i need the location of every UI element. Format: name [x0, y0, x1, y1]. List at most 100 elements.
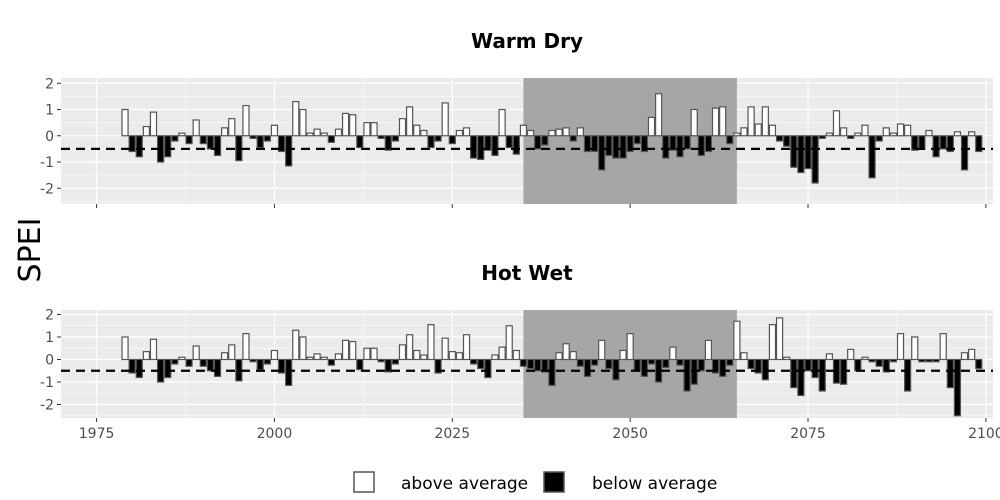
- legend-key-below-average: [543, 471, 565, 493]
- y-tick-label: -1: [40, 155, 54, 171]
- bar-above-average: [669, 346, 677, 361]
- bar-below-average: [256, 358, 264, 371]
- bar-above-average: [555, 128, 563, 137]
- bar-below-average: [797, 135, 805, 174]
- bar-below-average: [811, 358, 819, 379]
- panel-title-hot-wet: Hot Wet: [481, 261, 573, 285]
- bar-below-average: [918, 358, 926, 363]
- bar-below-average: [277, 358, 286, 374]
- y-tick-label: -2: [40, 181, 54, 197]
- bar-above-average: [562, 127, 570, 137]
- bar-above-average: [455, 129, 464, 137]
- bar-above-average: [448, 351, 456, 361]
- bar-above-average: [178, 132, 186, 137]
- bar-above-average: [413, 124, 421, 137]
- bar-below-average: [633, 135, 641, 145]
- bar-below-average: [384, 358, 392, 373]
- bar-above-average: [306, 356, 314, 361]
- bar-above-average: [768, 324, 777, 361]
- bar-below-average: [477, 135, 485, 160]
- bar-below-average: [391, 358, 400, 365]
- bar-below-average: [875, 135, 883, 142]
- bar-above-average: [896, 123, 905, 137]
- bar-below-average: [939, 135, 947, 150]
- bar-above-average: [221, 127, 229, 137]
- bar-below-average: [683, 135, 691, 150]
- bar-below-average: [484, 135, 492, 151]
- bar-below-average: [128, 135, 136, 153]
- bar-below-average: [854, 358, 862, 372]
- bar-below-average: [135, 358, 143, 379]
- bar-above-average: [825, 132, 833, 137]
- bar-above-average: [341, 339, 350, 361]
- bar-below-average: [932, 358, 940, 363]
- bar-above-average: [242, 333, 250, 361]
- bar-above-average: [178, 356, 186, 361]
- bar-below-average: [676, 358, 684, 366]
- bar-above-average: [839, 127, 848, 137]
- bar-below-average: [875, 358, 883, 367]
- bar-above-average: [562, 343, 570, 361]
- bar-above-average: [654, 93, 663, 137]
- bar-above-average: [968, 348, 976, 361]
- bar-below-average: [932, 135, 940, 158]
- bar-above-average: [825, 353, 833, 361]
- bar-below-average: [235, 135, 243, 162]
- bar-above-average: [420, 129, 428, 137]
- bar-below-average: [612, 135, 620, 159]
- bar-above-average: [953, 131, 962, 137]
- bar-above-average: [968, 131, 976, 137]
- bar-below-average: [434, 135, 442, 142]
- bar-above-average: [832, 110, 841, 137]
- bar-above-average: [896, 333, 905, 361]
- panel-title-warm-dry: Warm Dry: [471, 29, 583, 53]
- bar-above-average: [526, 129, 535, 137]
- x-axis: [96, 204, 987, 208]
- bar-below-average: [697, 135, 705, 157]
- bar-below-average: [541, 358, 549, 373]
- bar-below-average: [263, 358, 271, 365]
- bar-below-average: [285, 358, 293, 386]
- bar-below-average: [427, 135, 435, 149]
- bar-above-average: [519, 124, 528, 137]
- bar-below-average: [640, 135, 649, 153]
- bar-above-average: [847, 348, 855, 361]
- bar-above-average: [306, 132, 314, 137]
- legend-key-above-average: [353, 471, 375, 493]
- bar-above-average: [334, 353, 343, 361]
- bar-below-average: [590, 135, 599, 153]
- bar-below-average: [747, 358, 755, 370]
- bar-below-average: [754, 358, 762, 374]
- y-tick-label: 0: [45, 353, 54, 369]
- bar-below-average: [719, 358, 727, 377]
- bar-above-average: [405, 334, 414, 361]
- bar-below-average: [590, 358, 599, 366]
- bar-above-average: [711, 107, 720, 137]
- bar-below-average: [662, 358, 670, 368]
- bar-below-average: [704, 135, 713, 153]
- bar-below-average: [946, 135, 954, 153]
- bar-above-average: [462, 127, 471, 137]
- bar-below-average: [256, 135, 264, 149]
- bar-below-average: [206, 135, 215, 150]
- bar-above-average: [299, 108, 307, 137]
- bar-below-average: [171, 135, 179, 142]
- bar-below-average: [761, 358, 769, 381]
- bar-below-average: [818, 358, 826, 392]
- bar-above-average: [320, 132, 328, 137]
- bar-below-average: [185, 358, 193, 367]
- bar-below-average: [199, 135, 207, 145]
- bar-above-average: [142, 351, 150, 361]
- y-tick-label: 2: [45, 76, 54, 92]
- bar-below-average: [384, 135, 392, 151]
- bar-above-average: [882, 127, 890, 137]
- bar-above-average: [363, 122, 371, 137]
- bar-above-average: [370, 122, 378, 137]
- bar-below-average: [569, 135, 577, 142]
- bar-above-average: [292, 101, 300, 137]
- bar-below-average: [726, 135, 734, 145]
- bar-above-average: [733, 132, 741, 137]
- bar-below-average: [277, 135, 286, 153]
- bar-above-average: [854, 132, 862, 137]
